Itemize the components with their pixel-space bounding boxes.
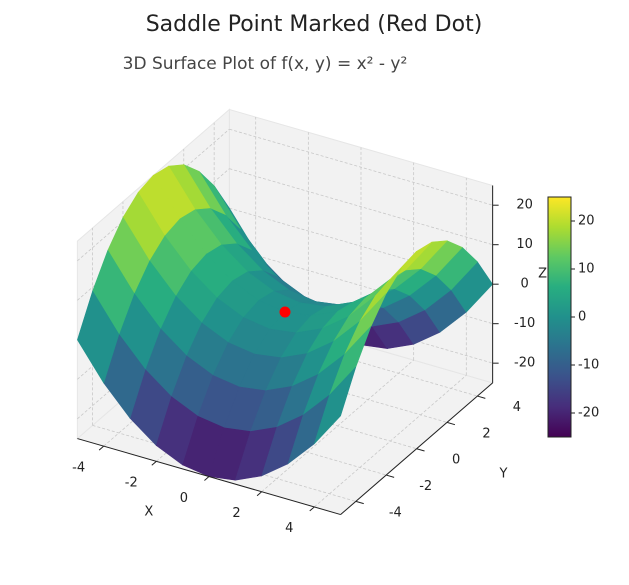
- y-axis-label: Y: [499, 466, 508, 481]
- grid-line: [229, 207, 493, 285]
- grid-line: [229, 247, 493, 325]
- y-axis-line: [340, 382, 493, 515]
- y-tick-label: 0: [452, 453, 460, 468]
- z-axis-label: Z: [538, 267, 547, 282]
- x-tick-label: 2: [232, 506, 240, 521]
- z-tick-label: -20: [514, 356, 535, 371]
- x-tick: [204, 476, 210, 481]
- x-axis-label: X: [144, 504, 153, 519]
- y-tick: [355, 500, 364, 505]
- saddle-point: [279, 306, 291, 318]
- x-tick-label: 0: [180, 491, 188, 506]
- colorbar-tick-label: 10: [578, 262, 595, 277]
- y-tick: [446, 421, 456, 426]
- colorbar-tick-label: 20: [578, 214, 595, 229]
- colorbar-tick-label: -20: [578, 406, 599, 421]
- z-tick-label: -10: [514, 316, 535, 331]
- x-tick-label: -2: [125, 476, 138, 491]
- x-axis-line: [77, 438, 341, 516]
- surface-face: [77, 290, 120, 384]
- y-tick-label: 2: [482, 426, 490, 441]
- z-tick-label: 20: [516, 198, 533, 213]
- z-tick-label: 10: [516, 237, 533, 252]
- x-tick: [98, 445, 105, 451]
- colorbar-tick-label: 0: [578, 310, 586, 325]
- x-tick: [309, 506, 315, 512]
- y-tick: [477, 395, 486, 399]
- x-tick-label: 4: [285, 521, 293, 536]
- chart-subtitle: 3D Surface Plot of f(x, y) = x² - y²: [123, 54, 408, 74]
- colorbar-tick-label: -10: [578, 358, 599, 373]
- x-tick: [256, 491, 262, 497]
- z-tick-label: 0: [520, 277, 528, 292]
- y-tick-label: -2: [419, 479, 432, 494]
- colorbar: [547, 196, 572, 438]
- x-tick-label: -4: [72, 460, 85, 475]
- y-tick: [386, 474, 395, 478]
- y-tick-label: -4: [389, 505, 402, 520]
- x-tick: [151, 460, 157, 466]
- grid-line: [229, 128, 493, 206]
- grid-line: [229, 168, 493, 246]
- chart-title: Saddle Point Marked (Red Dot): [146, 12, 483, 37]
- surface-face: [314, 366, 357, 445]
- y-tick-label: 4: [513, 400, 521, 415]
- y-tick: [416, 448, 425, 452]
